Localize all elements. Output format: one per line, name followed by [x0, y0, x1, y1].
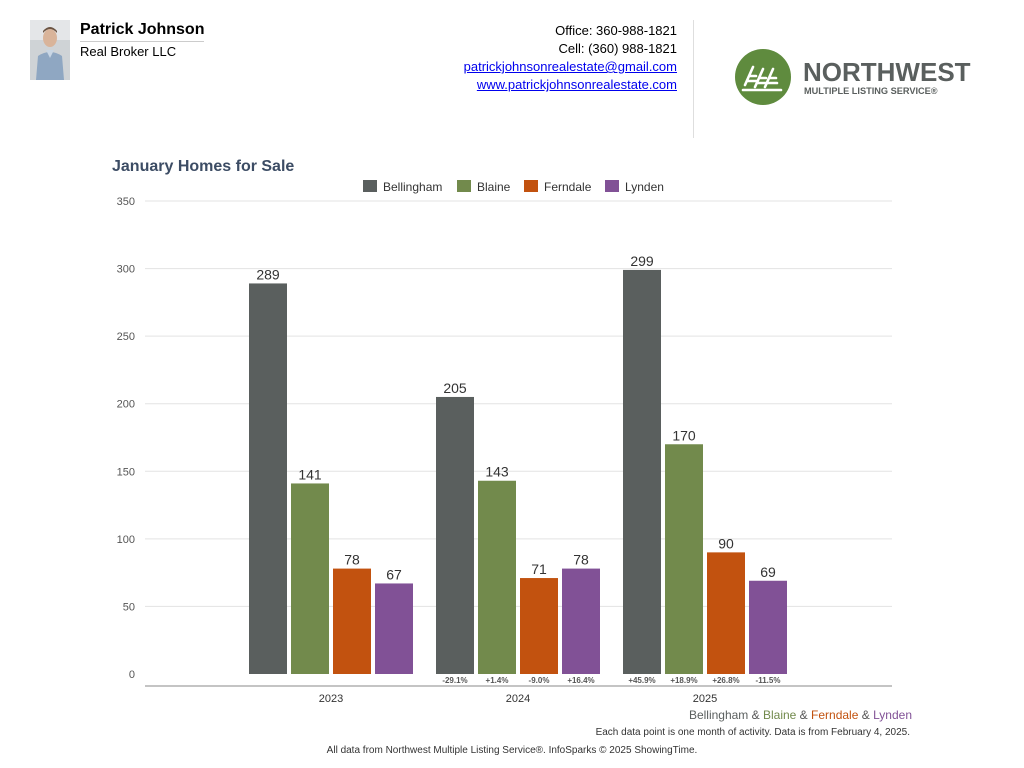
footer-separator: &	[796, 708, 812, 722]
legend-swatch	[605, 180, 619, 192]
bar	[562, 568, 600, 674]
trees-icon	[741, 65, 783, 92]
bar-change-label: -11.5%	[756, 676, 781, 685]
cell-phone: Cell: (360) 988-1821	[558, 41, 677, 56]
footer-series-name: Blaine	[762, 708, 797, 722]
x-tick-label: 2023	[319, 693, 343, 705]
bar	[249, 283, 287, 674]
legend-label: Ferndale	[544, 180, 592, 194]
footer-series-name: Bellingham	[688, 708, 749, 722]
footer-series-name: Lynden	[873, 708, 912, 722]
bar	[707, 552, 745, 674]
agent-company: Real Broker LLC	[80, 44, 177, 59]
bar-value-label: 205	[443, 380, 467, 396]
y-tick-label: 250	[117, 331, 135, 343]
bar	[291, 483, 329, 674]
agent-photo	[30, 20, 70, 80]
bar	[333, 568, 371, 674]
logo-line2: MULTIPLE LISTING SERVICE®	[804, 86, 938, 96]
data-footnote: Each data point is one month of activity…	[595, 727, 910, 738]
bar	[749, 580, 787, 674]
legend-label: Lynden	[625, 180, 664, 194]
footer-separator: &	[858, 708, 874, 722]
name-underline	[80, 41, 204, 42]
y-tick-label: 300	[117, 264, 135, 276]
y-tick-label: 150	[117, 466, 135, 478]
email-link[interactable]: patrickjohnsonrealestate@gmail.com	[463, 59, 677, 74]
bar-value-label: 67	[386, 566, 402, 582]
bar-change-label: +26.8%	[712, 676, 739, 685]
legend-label: Blaine	[477, 180, 511, 194]
bar-value-label: 143	[485, 464, 509, 480]
footer-series-line: Bellingham & Blaine & Ferndale & Lynden	[689, 708, 912, 722]
bar-value-label: 69	[760, 564, 776, 580]
bar-change-label: +1.4%	[486, 676, 509, 685]
bar-change-label: -9.0%	[529, 676, 550, 685]
office-phone: Office: 360-988-1821	[555, 23, 677, 38]
y-tick-label: 50	[123, 601, 135, 613]
contact-block: Office: 360-988-1821 Cell: (360) 988-182…	[464, 22, 677, 94]
data-source: All data from Northwest Multiple Listing…	[326, 745, 698, 756]
bar	[520, 578, 558, 674]
chart-title: January Homes for Sale	[112, 158, 295, 175]
logo-line1: NORTHWEST	[803, 57, 971, 87]
bar-value-label: 289	[256, 266, 280, 282]
y-tick-label: 350	[117, 196, 135, 208]
bar	[623, 269, 661, 674]
x-tick-label: 2025	[693, 693, 717, 705]
y-tick-label: 200	[117, 399, 135, 411]
bar	[478, 480, 516, 674]
bar-value-label: 78	[573, 552, 589, 568]
bar-change-label: -29.1%	[442, 676, 467, 685]
bar-value-label: 71	[531, 561, 547, 577]
bar-value-label: 90	[718, 535, 734, 551]
bar-value-label: 299	[630, 253, 654, 269]
bar-value-label: 170	[672, 427, 696, 443]
bar-change-label: +16.4%	[567, 676, 594, 685]
footer-series-name: Ferndale	[811, 708, 859, 722]
y-tick-label: 0	[129, 669, 135, 681]
bar-change-label: +18.9%	[670, 676, 697, 685]
legend-label: Bellingham	[383, 180, 442, 194]
header-divider	[693, 20, 694, 138]
bar-value-label: 141	[298, 466, 322, 482]
bar-change-label: +45.9%	[628, 676, 655, 685]
legend-swatch	[524, 180, 538, 192]
x-tick-label: 2024	[506, 693, 530, 705]
footer-separator: &	[748, 708, 763, 722]
nwmls-logo: NORTHWEST MULTIPLE LISTING SERVICE®	[735, 48, 975, 108]
legend-swatch	[457, 180, 471, 192]
agent-name: Patrick Johnson	[80, 21, 205, 38]
bar-value-label: 78	[344, 552, 360, 568]
y-tick-label: 100	[117, 534, 135, 546]
legend-swatch	[363, 180, 377, 192]
bar	[436, 396, 474, 674]
bar	[375, 583, 413, 674]
bar	[665, 444, 703, 674]
website-link[interactable]: www.patrickjohnsonrealestate.com	[476, 77, 677, 92]
